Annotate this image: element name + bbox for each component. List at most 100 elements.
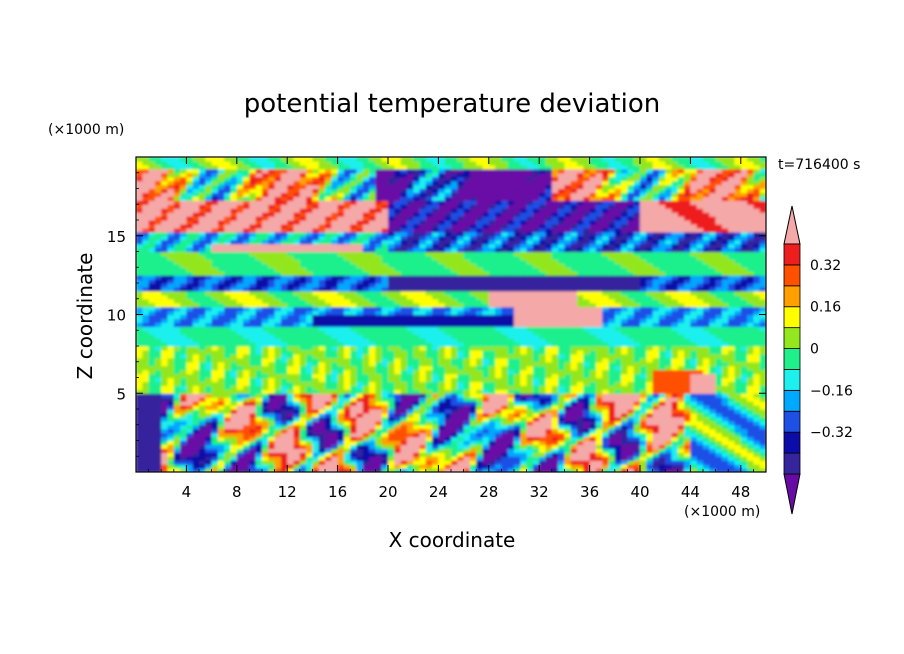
- field-cell: [280, 357, 288, 363]
- field-cell: [350, 294, 358, 300]
- field-cell: [545, 326, 553, 331]
- field-cell: [488, 397, 496, 402]
- field-cell: [388, 330, 395, 335]
- field-cell: [255, 393, 263, 398]
- field-cell: [299, 334, 307, 339]
- field-cell: [350, 338, 358, 343]
- field-cell: [488, 373, 496, 379]
- field-cell: [646, 424, 654, 430]
- field-cell: [331, 310, 339, 316]
- field-cell: [696, 420, 704, 426]
- field-cell: [501, 275, 509, 280]
- field-cell: [564, 298, 572, 304]
- field-cell: [167, 314, 175, 320]
- field-cell: [709, 377, 717, 383]
- field-cell: [262, 334, 269, 339]
- field-cell: [394, 302, 402, 308]
- field-cell: [268, 318, 276, 323]
- field-cell: [602, 338, 610, 343]
- field-cell: [501, 464, 509, 469]
- field-cell: [350, 456, 358, 461]
- field-cell: [709, 342, 717, 347]
- field-cell: [514, 460, 521, 465]
- field-cell: [388, 369, 395, 375]
- field-cell: [627, 314, 635, 320]
- field-cell: [224, 452, 232, 457]
- field-cell: [356, 318, 364, 323]
- field-cell: [646, 381, 654, 386]
- field-cell: [608, 349, 616, 355]
- field-cell: [192, 456, 200, 461]
- field-cell: [734, 377, 742, 383]
- field-cell: [425, 385, 433, 390]
- field-cell: [640, 432, 647, 438]
- field-cell: [293, 393, 301, 398]
- field-cell: [564, 381, 572, 386]
- field-cell: [753, 468, 761, 472]
- field-cell: [161, 397, 169, 402]
- field-cell: [595, 361, 603, 367]
- field-cell: [558, 448, 565, 453]
- field-cell: [514, 405, 521, 410]
- field-cell: [243, 361, 250, 367]
- field-cell: [514, 373, 521, 379]
- field-cell: [400, 397, 408, 402]
- field-cell: [469, 326, 477, 331]
- field-cell: [362, 290, 370, 296]
- field-cell: [570, 302, 578, 308]
- field-cell: [148, 452, 156, 457]
- field-cell: [362, 444, 370, 449]
- field-cell: [665, 432, 673, 438]
- field-cell: [312, 393, 320, 398]
- field-cell: [369, 409, 376, 414]
- field-cell: [343, 318, 351, 323]
- field-cell: [451, 420, 458, 426]
- field-cell: [142, 444, 150, 449]
- field-cell: [362, 460, 370, 465]
- field-cell: [192, 349, 200, 355]
- field-cell: [728, 412, 736, 418]
- field-cell: [388, 436, 395, 442]
- field-cell: [614, 440, 622, 446]
- field-cell: [192, 444, 200, 449]
- field-cell: [255, 275, 263, 280]
- field-cell: [621, 279, 628, 284]
- field-cell: [148, 338, 156, 343]
- field-cell: [740, 346, 748, 351]
- field-cell: [186, 385, 194, 390]
- field-cell: [457, 322, 465, 327]
- field-cell: [476, 302, 484, 308]
- field-cell: [199, 330, 206, 335]
- field-cell: [375, 464, 383, 469]
- field-cell: [709, 416, 717, 422]
- field-cell: [728, 460, 736, 465]
- field-cell: [142, 456, 150, 461]
- field-cell: [715, 452, 723, 457]
- field-cell: [186, 373, 194, 379]
- field-cell: [243, 389, 250, 394]
- field-cell: [759, 361, 766, 367]
- field-cell: [180, 468, 187, 472]
- field-cell: [627, 416, 635, 422]
- field-cell: [280, 338, 288, 343]
- field-cell: [589, 452, 597, 457]
- field-cell: [696, 334, 704, 339]
- field-cell: [728, 440, 736, 446]
- field-cell: [564, 428, 572, 434]
- field-cell: [703, 283, 710, 288]
- field-cell: [665, 416, 673, 422]
- field-cell: [400, 393, 408, 398]
- field-cell: [658, 298, 666, 304]
- field-cell: [482, 381, 490, 386]
- field-cell: [224, 460, 232, 465]
- field-cell: [564, 405, 572, 410]
- field-cell: [640, 314, 647, 320]
- field-cell: [394, 306, 402, 312]
- field-cell: [621, 381, 628, 386]
- field-cell: [703, 424, 710, 430]
- field-cell: [325, 448, 332, 453]
- field-cell: [167, 286, 175, 292]
- field-cell: [425, 432, 433, 438]
- field-cell: [299, 401, 307, 406]
- field-cell: [325, 389, 332, 394]
